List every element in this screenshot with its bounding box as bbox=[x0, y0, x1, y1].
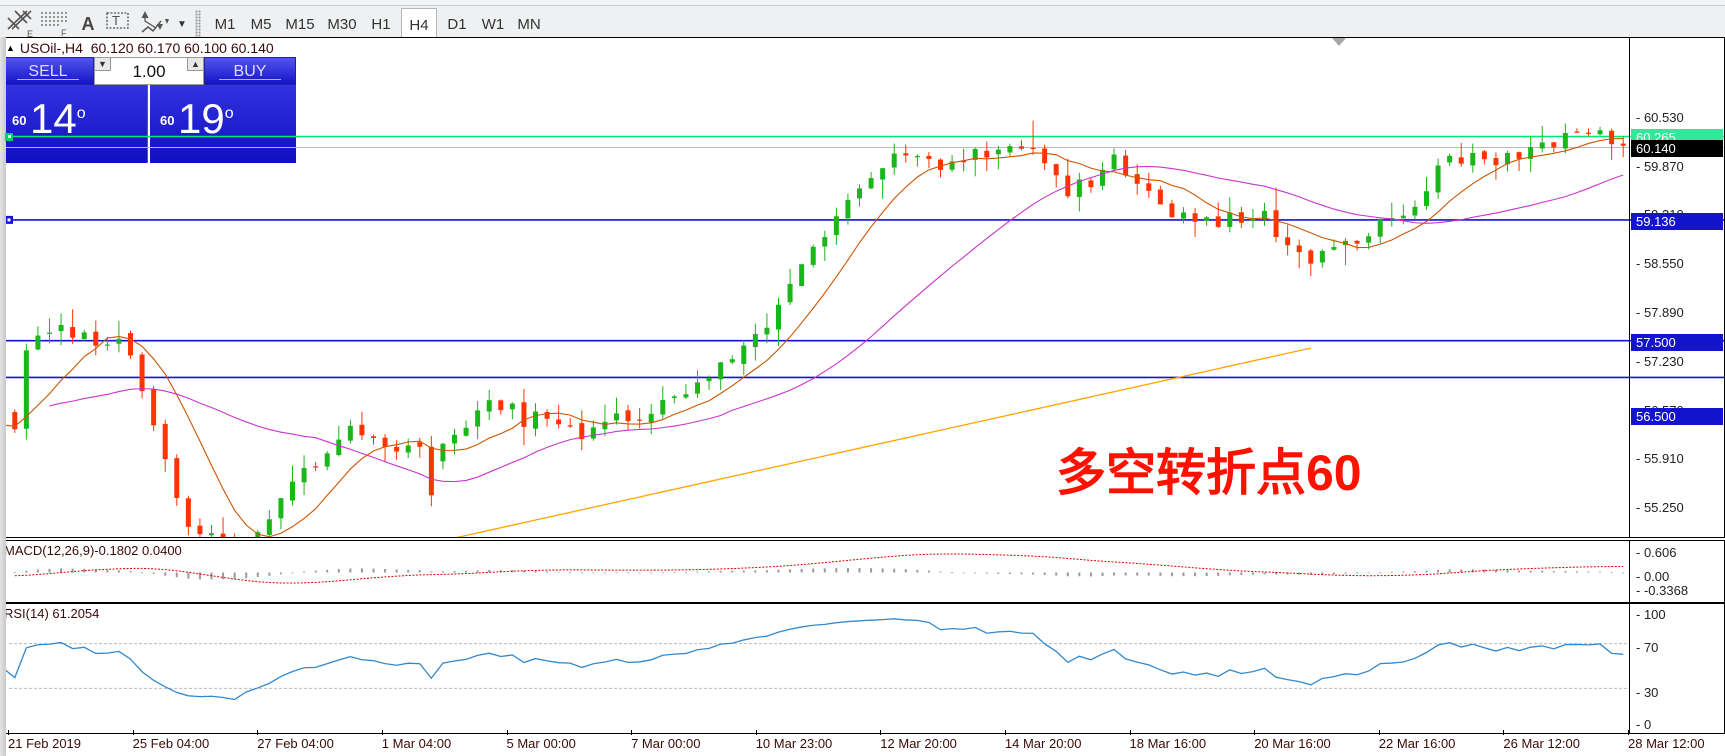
svg-text:T: T bbox=[112, 13, 120, 28]
